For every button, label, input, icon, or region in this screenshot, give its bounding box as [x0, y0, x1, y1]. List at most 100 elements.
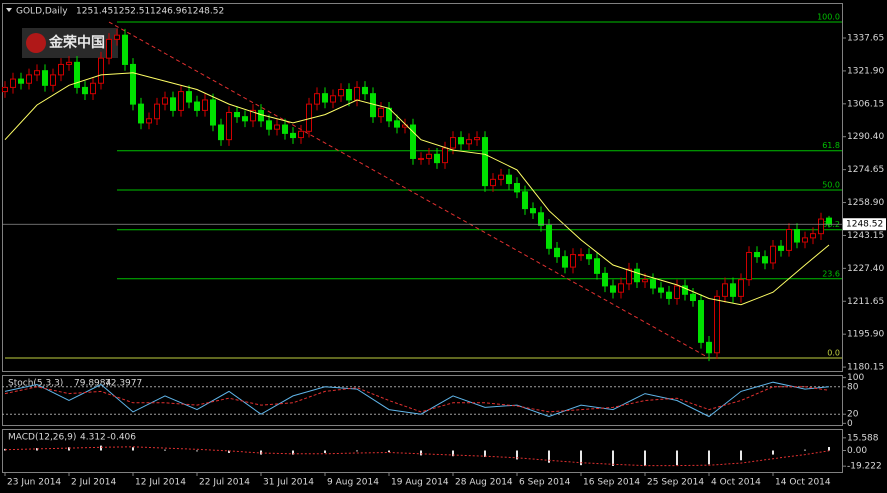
candle-body [754, 251, 760, 258]
macd-bar [708, 450, 710, 465]
candle-body [266, 120, 272, 130]
candle-body [570, 254, 576, 268]
candle-body [322, 93, 328, 103]
macd-bar [772, 450, 774, 455]
macd-bar [324, 450, 326, 453]
macd-bar [740, 450, 742, 461]
candle-body [474, 137, 480, 141]
menu-arrow [6, 8, 12, 12]
candle-body [738, 279, 744, 297]
x-tick-label: 16 Sep 2014 [583, 478, 640, 488]
fib-label: 23.6 [822, 269, 840, 278]
candle-body [82, 86, 88, 95]
candle-body [770, 245, 776, 264]
x-tick-label: 14 Oct 2014 [775, 478, 831, 488]
candle-body [66, 61, 72, 65]
trend-line [108, 21, 710, 359]
x-tick-label: 6 Sep 2014 [519, 478, 571, 488]
candle-body [554, 247, 560, 258]
candle-body [658, 287, 664, 293]
candle-body [466, 139, 472, 145]
candle-body [90, 82, 96, 95]
candle-body [394, 120, 400, 128]
y-tick-label: 20 [847, 410, 859, 420]
candle-body [162, 97, 168, 105]
candle-body [434, 153, 440, 164]
candle-body [178, 91, 184, 111]
macd-bar [388, 450, 390, 453]
y-tick-label: 100 [847, 373, 864, 383]
header-high: 1252.51 [113, 7, 150, 17]
candle-body [282, 124, 288, 134]
macd-bar [644, 450, 646, 466]
macd-bar [484, 450, 486, 458]
candle-body [714, 295, 720, 354]
macd-bar [676, 450, 678, 466]
x-tick-label: 22 Jul 2014 [199, 478, 250, 488]
candle-body [34, 70, 40, 76]
candle-body [290, 132, 296, 139]
candle-body [618, 283, 624, 293]
last-price-label: 1248.52 [846, 220, 883, 230]
candle-body [114, 34, 120, 40]
candle-body [546, 224, 552, 249]
candle-body [130, 63, 136, 105]
macd-bar [196, 450, 198, 452]
candle-body [698, 300, 704, 343]
macd-bar [132, 447, 134, 451]
candle-body [106, 38, 112, 59]
candle-body [170, 97, 176, 111]
candle-body [514, 183, 520, 193]
macd-bar [292, 450, 294, 455]
candle-body [26, 74, 32, 84]
candle-body [610, 285, 616, 293]
y-tick-label: 80 [847, 382, 859, 392]
y-tick-label: 1211.65 [847, 297, 884, 307]
candle-body [450, 137, 456, 149]
x-tick-label: 2 Jul 2014 [71, 478, 116, 488]
header-close: 1248.52 [187, 7, 224, 17]
macd-bar [516, 450, 518, 460]
fib-label: 100.0 [817, 13, 840, 22]
y-tick-label: -19.222 [847, 462, 882, 472]
y-tick-label: 1227.40 [847, 264, 884, 274]
macd-main-last: 4.312 [80, 433, 106, 443]
candle-body [666, 291, 672, 299]
candle-body [442, 147, 448, 164]
candle-body [650, 279, 656, 289]
candle-body [762, 256, 768, 264]
candle-body [826, 217, 832, 225]
candle-body [50, 74, 56, 86]
candle-body [730, 283, 736, 297]
candle-body [210, 99, 216, 126]
stoch-title: Stoch(5,3,3) [8, 379, 63, 389]
candle-body [562, 256, 568, 268]
y-tick-label: 1180.15 [847, 363, 884, 373]
macd-signal-last: -0.406 [107, 433, 136, 443]
y-tick-label: 1258.90 [847, 198, 884, 208]
watermark: 金荣中国 [48, 34, 105, 51]
candle-body [586, 254, 592, 260]
macd-bar [612, 450, 614, 466]
candle-body [594, 258, 600, 274]
y-tick-label: 1290.40 [847, 132, 884, 142]
macd-bar [548, 450, 550, 463]
x-tick-label: 9 Aug 2014 [327, 478, 379, 488]
candle-body [530, 208, 536, 214]
candle-body [146, 118, 152, 124]
macd-title: MACD(12,26,9) [8, 433, 76, 443]
y-tick-label: 1274.65 [847, 165, 884, 175]
y-tick-label: 0.00 [847, 446, 867, 456]
macd-bar [804, 449, 806, 451]
candle-body [138, 103, 144, 124]
candle-body [298, 130, 304, 139]
candle-body [274, 124, 280, 130]
candle-body [258, 109, 264, 122]
main-panel [2, 3, 843, 372]
candle-body [58, 63, 64, 76]
candle-body [522, 191, 528, 210]
candle-body [818, 218, 824, 235]
macd-bar [68, 447, 70, 451]
